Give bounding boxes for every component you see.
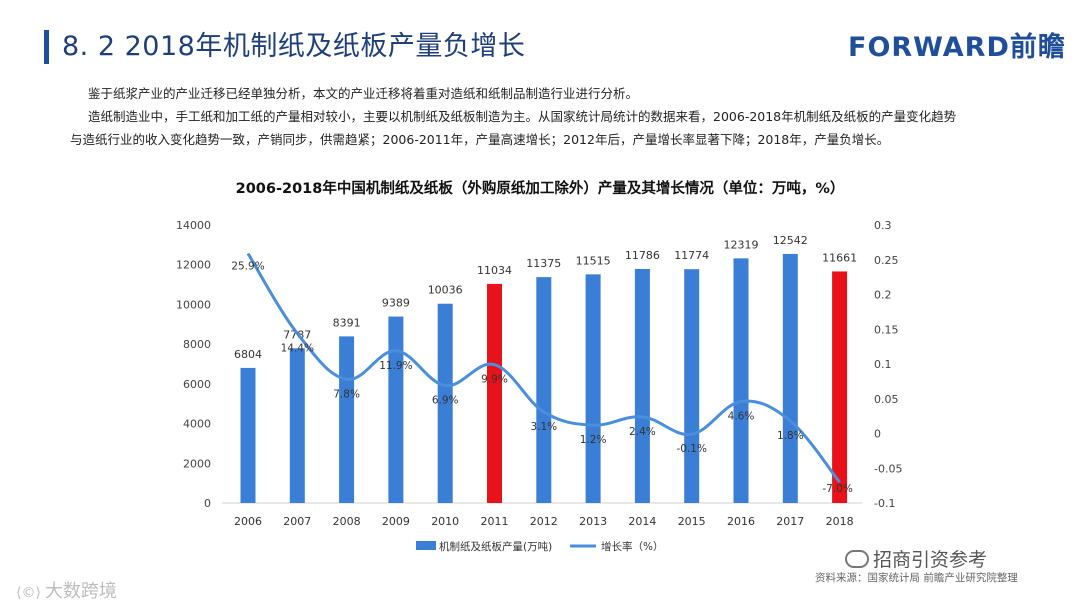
line-label-2006: 25.9% bbox=[231, 260, 264, 272]
bar-label-2006: 6804 bbox=[234, 348, 262, 361]
bar-2007 bbox=[289, 348, 305, 503]
right-axis-tick: 0.3 bbox=[874, 219, 892, 232]
bar-2006 bbox=[240, 367, 256, 503]
line-label-2017: 1.8% bbox=[777, 430, 804, 442]
line-label-2008: 7.8% bbox=[333, 388, 360, 400]
x-tick-2014: 2014 bbox=[628, 515, 656, 528]
legend-bar-label: 机制纸及纸板产量(万吨) bbox=[439, 540, 552, 553]
x-tick-2013: 2013 bbox=[579, 515, 607, 528]
data-source: 资料来源：国家统计局 前瞻产业研究院整理 bbox=[815, 572, 1018, 584]
forward-logo: FORWARD前瞻 bbox=[848, 32, 1066, 63]
line-label-2018: -7.0% bbox=[822, 483, 852, 495]
bar-2013 bbox=[585, 274, 601, 503]
left-axis-tick: 14000 bbox=[176, 219, 211, 232]
x-tick-2011: 2011 bbox=[481, 515, 509, 528]
growth-rate-line bbox=[246, 252, 841, 484]
x-tick-2007: 2007 bbox=[283, 515, 311, 528]
kuajing-icon: ⟨©⟩ bbox=[16, 585, 41, 601]
x-tick-2009: 2009 bbox=[382, 515, 410, 528]
page-title: 8. 2 2018年机制纸及纸板产量负增长 bbox=[62, 31, 526, 62]
bar-label-2018: 11661 bbox=[822, 251, 857, 264]
left-axis-tick: 6000 bbox=[183, 378, 211, 391]
intro-line-3: 与造纸行业的收入变化趋势一致，产销同步，供需趋紧；2006-2011年，产量高速… bbox=[70, 132, 890, 147]
bar-label-2010: 10036 bbox=[428, 284, 463, 297]
right-axis-tick: 0.1 bbox=[874, 358, 892, 371]
line-label-2011: 9.9% bbox=[481, 374, 508, 386]
left-axis-tick: 2000 bbox=[183, 457, 211, 470]
x-tick-2008: 2008 bbox=[333, 515, 361, 528]
bar-label-2015: 11774 bbox=[674, 249, 709, 262]
bar-label-2014: 11786 bbox=[625, 249, 660, 262]
bar-2012 bbox=[536, 277, 552, 503]
bar-2011 bbox=[487, 283, 502, 503]
bar-label-2009: 9389 bbox=[382, 297, 410, 310]
legend-bar-swatch bbox=[416, 541, 436, 550]
title-accent-bar bbox=[44, 30, 49, 64]
bar-label-2011: 11034 bbox=[477, 264, 512, 277]
line-label-2014: 2.4% bbox=[629, 426, 656, 438]
x-tick-2016: 2016 bbox=[727, 515, 755, 528]
bar-2014 bbox=[634, 268, 650, 503]
bar-2018 bbox=[832, 271, 848, 503]
line-label-2012: 3.1% bbox=[530, 421, 557, 433]
right-axis-tick: 0.15 bbox=[874, 323, 899, 336]
left-axis-tick: 10000 bbox=[176, 298, 211, 311]
intro-text: 鉴于纸浆产业的产业迁移已经单独分析，本文的产业迁移将着重对造纸和纸制品制造行业进… bbox=[70, 82, 1050, 151]
wechat-name: 招商引资参考 bbox=[873, 549, 988, 571]
bar-label-2017: 12542 bbox=[773, 234, 808, 247]
left-axis-tick: 0 bbox=[204, 497, 211, 510]
bar-label-2008: 8391 bbox=[333, 316, 361, 329]
watermark-text: 大数跨境 bbox=[44, 581, 117, 602]
x-tick-2010: 2010 bbox=[431, 515, 459, 528]
line-label-2010: 6.9% bbox=[432, 395, 459, 407]
line-label-2009: 11.9% bbox=[379, 360, 412, 372]
right-axis-tick: 0.05 bbox=[874, 393, 899, 406]
right-axis-tick: -0.05 bbox=[874, 462, 902, 475]
right-axis-tick: 0.25 bbox=[874, 254, 899, 267]
line-label-2007: 14.4% bbox=[281, 342, 314, 354]
watermark: ⟨©⟩ 大数跨境 bbox=[16, 577, 117, 603]
bar-2009 bbox=[388, 316, 404, 503]
intro-line-2: 造纸制造业中，手工纸和加工纸的产量相对较小，主要以机制纸及纸板制造为主。从国家统… bbox=[88, 109, 957, 124]
bar-2008 bbox=[339, 336, 355, 503]
wechat-account: 招商引资参考 bbox=[845, 545, 987, 572]
bar-2015 bbox=[684, 269, 700, 503]
left-axis-tick: 8000 bbox=[183, 338, 211, 351]
bar-label-2016: 12319 bbox=[724, 238, 759, 251]
x-tick-2006: 2006 bbox=[234, 515, 262, 528]
bar-2010 bbox=[437, 303, 453, 503]
right-axis-tick: 0.2 bbox=[874, 289, 892, 302]
x-tick-2018: 2018 bbox=[826, 515, 854, 528]
wechat-icon bbox=[845, 550, 869, 568]
line-label-2016: 4.6% bbox=[728, 411, 755, 423]
chart-title: 2006-2018年中国机制纸及纸板（外购原纸加工除外）产量及其增长情况（单位：… bbox=[236, 179, 845, 197]
bar-2017 bbox=[782, 253, 798, 503]
intro-line-1: 鉴于纸浆产业的产业迁移已经单独分析，本文的产业迁移将着重对造纸和纸制品制造行业进… bbox=[88, 86, 639, 101]
left-axis-tick: 12000 bbox=[176, 259, 211, 272]
right-axis-tick: -0.1 bbox=[874, 497, 895, 510]
x-tick-2015: 2015 bbox=[678, 515, 706, 528]
right-axis-tick: 0 bbox=[874, 428, 881, 441]
x-tick-2017: 2017 bbox=[776, 515, 804, 528]
line-label-2015: -0.1% bbox=[676, 443, 706, 455]
legend-line-label: 增长率（%） bbox=[601, 540, 663, 553]
x-tick-2012: 2012 bbox=[530, 515, 558, 528]
left-axis-tick: 4000 bbox=[183, 418, 211, 431]
bar-label-2012: 11375 bbox=[526, 257, 561, 270]
bar-label-2013: 11515 bbox=[576, 254, 611, 267]
line-label-2013: 1.2% bbox=[580, 434, 607, 446]
bar-2016 bbox=[733, 258, 749, 503]
